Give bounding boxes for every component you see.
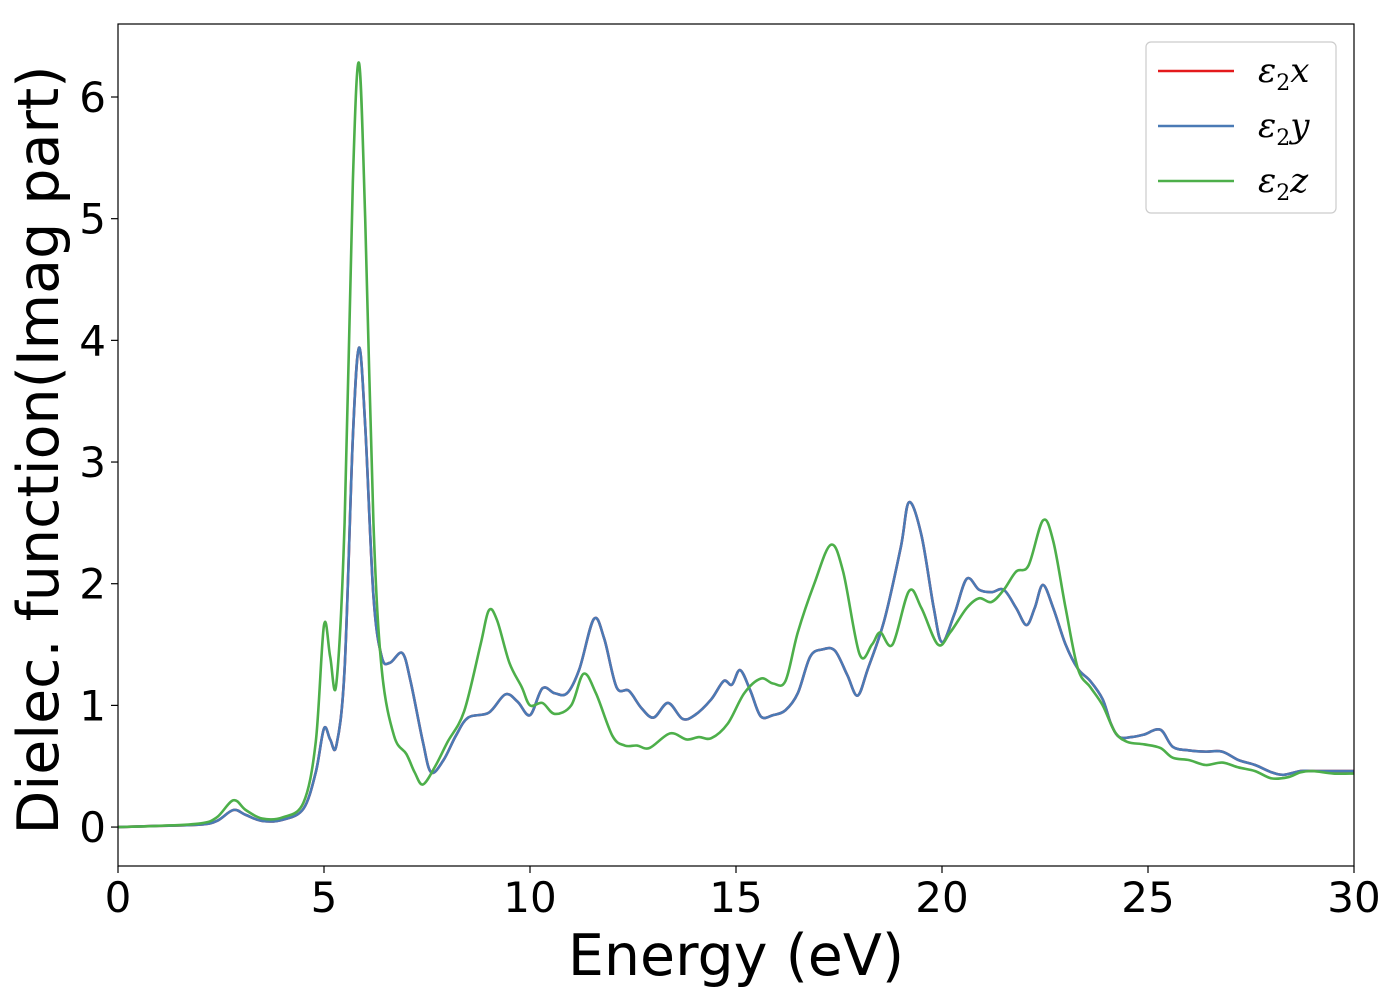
y-axis-ticks: 0 1 2 3 4 5 6 (79, 73, 118, 852)
legend-box (1145, 41, 1337, 214)
y-tick-label: 3 (79, 438, 106, 487)
legend-label-suffix: x (1290, 51, 1309, 91)
plot-lines (118, 61, 1354, 829)
legend-label-suffix: y (1288, 106, 1310, 146)
y-tick-label: 4 (79, 316, 106, 365)
x-tick-label: 25 (1121, 873, 1174, 922)
legend-label-z: ε2z (1258, 161, 1309, 206)
y-tick-label: 2 (79, 560, 106, 609)
x-axis-label: Energy (eV) (568, 923, 904, 989)
legend-label-main: ε (1258, 51, 1276, 91)
x-tick-label: 0 (105, 873, 132, 922)
y-tick-label: 0 (79, 803, 106, 852)
x-tick-label: 5 (311, 873, 338, 922)
y-tick-label: 5 (79, 195, 106, 244)
x-tick-label: 20 (915, 873, 968, 922)
legend-label-sub: 2 (1276, 126, 1290, 151)
y-axis-label: Dielec. function(Imag part) (6, 65, 72, 834)
x-axis-ticks: 0 5 10 15 20 25 30 (105, 866, 1381, 922)
legend-label-sub: 2 (1276, 71, 1290, 96)
series-line-z (118, 61, 1354, 829)
x-tick-label: 30 (1327, 873, 1380, 922)
legend-label-sub: 2 (1276, 181, 1290, 206)
legend-label-main: ε (1258, 106, 1276, 146)
legend-label-main: ε (1258, 161, 1276, 201)
x-tick-label: 15 (709, 873, 762, 922)
legend-label-x: ε2x (1258, 51, 1309, 96)
y-tick-label: 1 (79, 681, 106, 730)
legend-label-y: ε2y (1258, 106, 1310, 151)
y-tick-label: 6 (79, 73, 106, 122)
x-tick-label: 10 (503, 873, 556, 922)
legend-label-suffix: z (1289, 161, 1309, 201)
